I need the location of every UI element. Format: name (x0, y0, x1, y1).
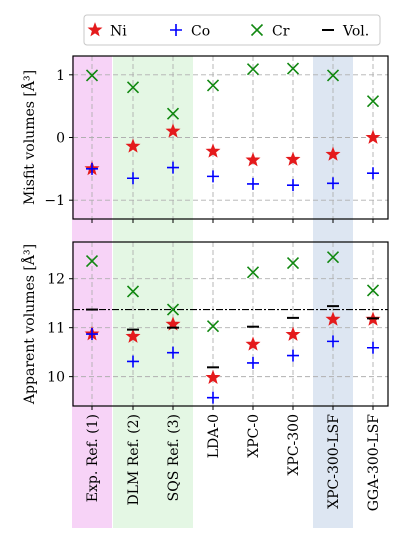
marker-co-5 (287, 349, 299, 362)
legend-label: Co (191, 24, 210, 40)
marker-ni-1 (125, 138, 141, 153)
legend-box (83, 14, 381, 46)
marker-ni-4 (245, 152, 261, 167)
marker-cr-5 (286, 256, 300, 270)
marker-ni-5 (285, 326, 301, 341)
axes-frame (72, 55, 389, 220)
category-label: SQS Ref. (3) (166, 414, 182, 501)
category-label: DLM Ref. (2) (126, 414, 142, 506)
marker-co-2 (167, 161, 179, 174)
marker-co-5 (287, 179, 299, 192)
marker-cr-6 (326, 69, 340, 82)
marker-cr-3 (206, 79, 220, 92)
legend-label: Cr (272, 24, 290, 40)
marker-cr-7 (366, 284, 380, 297)
marker-co-0 (86, 328, 98, 341)
y-axis-label: Apparent volumes [Å³] (20, 244, 38, 405)
marker-ni-1 (125, 328, 141, 343)
marker-co-4 (247, 177, 259, 190)
y-tick-label: 0 (56, 131, 65, 147)
marker-co-4 (247, 356, 259, 369)
marker-co-7 (367, 341, 379, 354)
category-label: LDA-0 (206, 414, 222, 458)
marker-cr-7 (366, 95, 380, 108)
marker-cr-1 (126, 81, 140, 94)
marker-cr-1 (126, 285, 140, 298)
category-label: XPC-300-LSF (326, 414, 342, 509)
marker-ni-3 (205, 369, 221, 384)
marker-ni-5 (285, 151, 301, 166)
marker-co-1 (127, 355, 139, 368)
x-tick-labels: Exp. Ref. (1) DLM Ref. (2) SQS Ref. (3) LDA… (85, 414, 382, 512)
marker-cr-5 (286, 62, 300, 75)
axes-frame (72, 241, 389, 407)
y-tick-label: −1 (44, 193, 65, 209)
legend-marker-co (170, 24, 182, 36)
legend-label: Ni (110, 24, 127, 40)
category-label: Exp. Ref. (1) (85, 414, 101, 502)
marker-co-3 (207, 391, 219, 404)
marker-ni-4 (245, 336, 261, 351)
marker-ni-6 (325, 311, 341, 326)
marker-cr-2 (166, 107, 180, 120)
marker-cr-3 (206, 320, 220, 333)
marker-co-6 (327, 177, 339, 190)
y-axis-label: Misfit volumes [Å³] (20, 70, 38, 205)
marker-co-0 (86, 162, 98, 175)
marker-cr-4 (246, 266, 260, 279)
marker-cr-0 (85, 69, 99, 82)
marker-cr-0 (85, 255, 99, 268)
marker-cr-4 (246, 63, 260, 76)
apparent-panel: 10 11 12 Apparent volumes [Å³] (20, 241, 389, 410)
legend-marker-ni (87, 22, 103, 37)
category-label: XPC-0 (246, 414, 262, 458)
misfit-panel: −1 0 1 Misfit volumes [Å³] (20, 55, 389, 223)
marker-ni-6 (325, 146, 341, 161)
y-tick-label: 11 (47, 321, 65, 337)
category-label: XPC-300 (286, 414, 302, 476)
y-tick-label: 1 (56, 68, 65, 84)
legend-marker-cr (250, 23, 264, 37)
marker-ni-2 (165, 123, 181, 138)
legend: Ni Co Cr Vol. (83, 14, 381, 46)
marker-cr-6 (326, 251, 340, 264)
y-tick-label: 10 (47, 370, 65, 386)
marker-co-1 (127, 172, 139, 185)
category-label: GGA-300-LSF (366, 414, 382, 512)
marker-cr-2 (166, 303, 180, 316)
marker-ni-3 (205, 143, 221, 158)
marker-co-6 (327, 335, 339, 348)
marker-ni-7 (365, 129, 381, 144)
legend-label: Vol. (342, 24, 369, 40)
marker-co-7 (367, 167, 379, 180)
y-tick-label: 12 (47, 272, 65, 288)
marker-co-3 (207, 170, 219, 183)
marker-co-2 (167, 346, 179, 359)
